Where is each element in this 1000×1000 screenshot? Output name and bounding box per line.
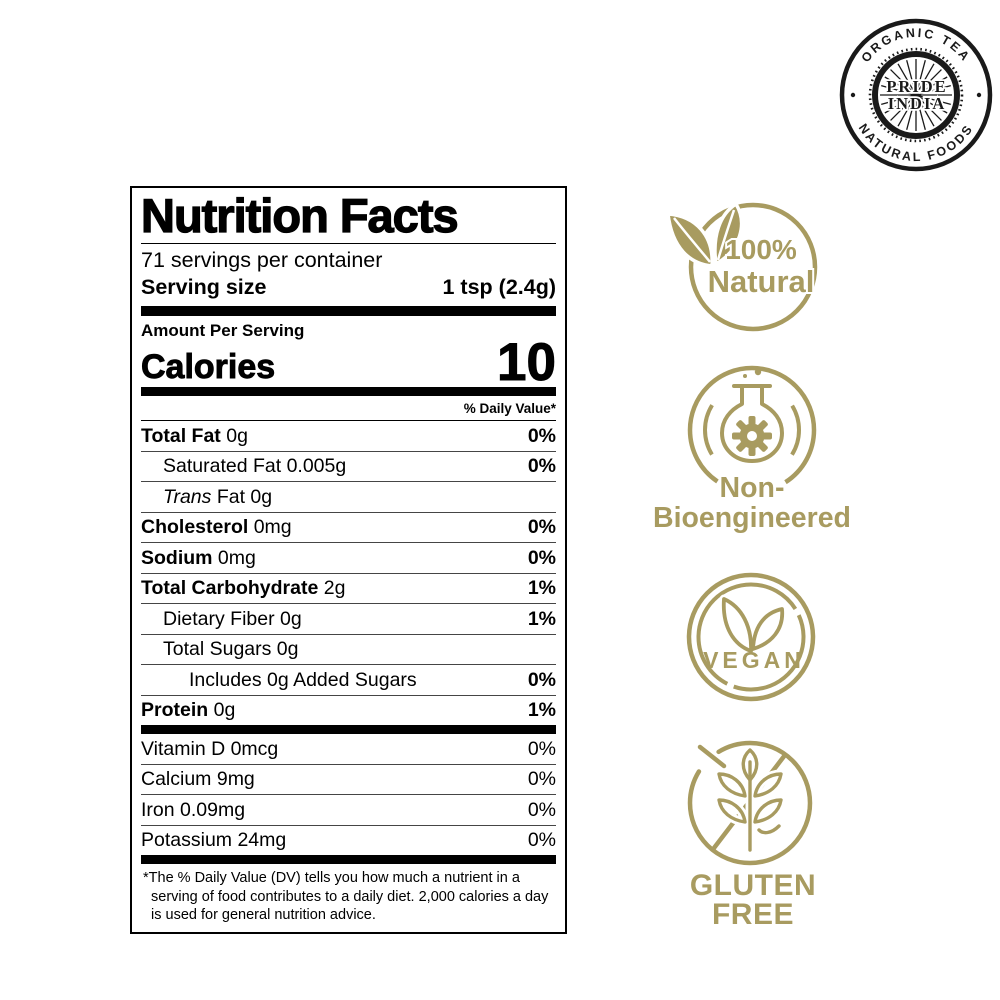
serving-size-row: Serving size 1 tsp (2.4g) <box>141 274 556 306</box>
logo-outer-ring <box>839 18 993 172</box>
natural-line1: 100% <box>725 234 797 265</box>
natural-line2: Natural <box>708 264 815 299</box>
logo-side-dot-right <box>976 92 982 98</box>
nutrient-row: Total Fat 0g 0% <box>141 424 556 447</box>
daily-value: 0% <box>527 668 556 691</box>
daily-value-footnote: *The % Daily Value (DV) tells you how mu… <box>143 870 549 923</box>
nutrient-section: Total Fat 0g 0% Saturated Fat 0.005g 0% … <box>141 421 556 725</box>
label-title: Nutrition Facts <box>140 191 556 244</box>
daily-value-header: % Daily Value* <box>141 396 556 422</box>
logo-hub-dot <box>911 90 921 100</box>
serving-size-label: Serving size <box>141 274 267 299</box>
daily-value: 0% <box>527 424 556 447</box>
natural-circle <box>688 202 818 332</box>
amount-per-serving: Amount Per Serving <box>141 320 305 340</box>
calories-value: 10 <box>497 332 557 392</box>
divider-thick-bar <box>141 387 556 397</box>
daily-value: 0% <box>527 737 556 760</box>
nutrient-row: Saturated Fat 0.005g 0% <box>141 450 556 482</box>
daily-value: 1% <box>527 577 556 600</box>
nutrient-row: Dietary Fiber 0g 1% <box>141 603 556 634</box>
logo-gear-ticks <box>868 47 964 143</box>
nutrient-row: Trans Fat 0g <box>141 481 556 512</box>
nutrient-row: Sodium 0mg 0% <box>141 542 556 573</box>
nutrient-row: Protein 0g 1% <box>141 694 556 726</box>
vegan-inner-circle <box>696 582 806 692</box>
prohibition-slash-stub <box>697 744 727 769</box>
bubble-dot-large <box>754 368 762 376</box>
gluten-free-caption: GLUTEN FREE <box>689 869 817 931</box>
inner-parentheses <box>703 381 801 479</box>
daily-value: 0% <box>527 798 556 821</box>
vitamin-row: Iron 0.09mg 0% <box>141 794 556 825</box>
gluten-circle <box>687 740 813 866</box>
daily-value: 1% <box>527 699 556 722</box>
daily-value: 0% <box>527 546 556 569</box>
non-bioengineered-caption: Non- Bioengineered <box>653 472 851 534</box>
outer-arc <box>687 365 817 495</box>
daily-value: 0% <box>527 768 556 791</box>
logo-side-dot-left <box>850 92 856 98</box>
logo-center-line1: PRIDE <box>886 77 947 96</box>
vegan-caption: VEGAN <box>703 647 805 673</box>
daily-value: 0% <box>527 516 556 539</box>
vitamin-row: Vitamin D 0mcg 0% <box>141 737 556 760</box>
daily-value: 0% <box>527 829 556 852</box>
leaves-icon <box>719 594 787 656</box>
calories-row: Calories 10 <box>141 332 557 392</box>
servings-per-container: 71 servings per container <box>141 247 383 272</box>
vegan-outer-circle <box>686 572 816 702</box>
natural-badge-icon: 100% Natural <box>666 202 818 332</box>
nutrient-row: Total Sugars 0g <box>141 633 556 665</box>
divider-thick-bar <box>141 855 556 865</box>
vitamin-row: Calcium 9mg 0% <box>141 763 556 795</box>
logo-center-line2: INDIA <box>888 94 947 113</box>
flask-icon <box>720 384 784 463</box>
daily-value: 0% <box>527 455 556 478</box>
nutrient-row: Cholesterol 0mg 0% <box>141 511 556 543</box>
gluten-free-badge-icon <box>687 740 813 866</box>
divider-thick-bar <box>141 305 556 316</box>
non-bioengineered-badge-icon <box>687 365 817 495</box>
calories-label: Calories <box>141 348 276 387</box>
nutrition-facts-label: Nutrition Facts 71 servings per containe… <box>130 186 567 934</box>
vegan-badge-icon <box>686 572 816 702</box>
pride-of-india-logo: ORGANIC TEA NATURAL FOODS PRIDE INDIA <box>839 18 993 172</box>
vitamin-row: Potassium 24mg 0% <box>141 824 556 856</box>
leaves-icon <box>666 202 744 268</box>
daily-value: 1% <box>527 607 556 630</box>
nutrient-row: Includes 0g Added Sugars 0% <box>141 664 556 695</box>
vitamin-section: Vitamin D 0mcg 0% Calcium 9mg 0% Iron 0.09… <box>141 734 556 855</box>
serving-size-value: 1 tsp (2.4g) <box>442 274 557 299</box>
gear-icon <box>732 416 772 456</box>
bubble-dot-small <box>743 374 747 378</box>
logo-wheel-ring <box>872 51 960 139</box>
divider-thick-bar <box>141 725 556 735</box>
nutrient-row: Total Carbohydrate 2g 1% <box>141 572 556 604</box>
